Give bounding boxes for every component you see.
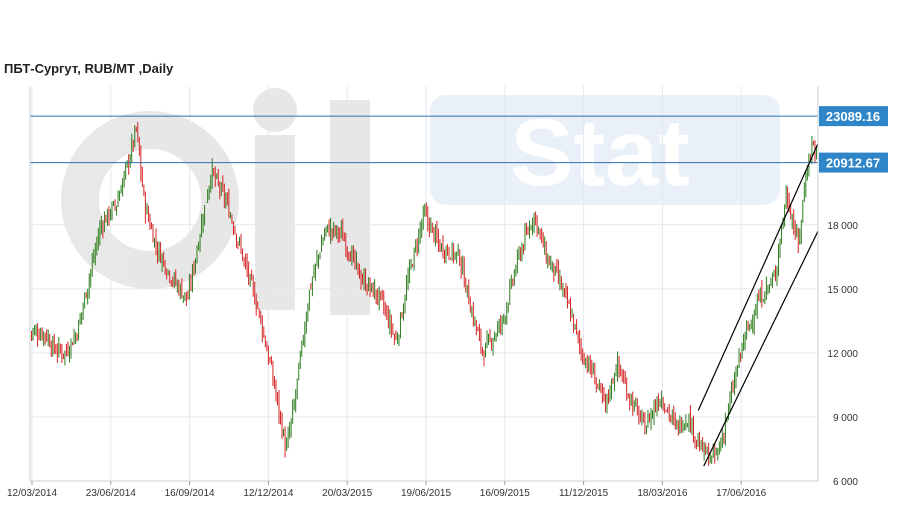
level-label-bg (819, 152, 888, 173)
level-label-bg (819, 106, 888, 127)
y-tick-label: 18 000 (827, 221, 858, 232)
horizontal-levels: 23089.16 20912.67 (30, 106, 888, 173)
x-tick-label: 16/09/2014 (165, 488, 215, 499)
trend-channel (697, 143, 819, 467)
x-tick-label: 18/03/2016 (637, 488, 687, 499)
trend-line (697, 143, 819, 411)
x-tick-label: 11/12/2015 (559, 488, 609, 499)
x-tick-label: 23/06/2014 (86, 488, 136, 499)
price-candles (29, 121, 819, 466)
y-tick-label: 12 000 (827, 349, 858, 360)
x-tick-label: 16/09/2015 (480, 488, 530, 499)
y-tick-label: 15 000 (827, 285, 858, 296)
watermark-logo: Stat (61, 88, 780, 315)
y-tick-label: 9 000 (833, 413, 858, 424)
axes: 6 000 9 000 12 000 15 000 18 000 12/03/2014 23… (7, 86, 858, 499)
y-tick-label: 6 000 (833, 477, 858, 488)
x-tick-label: 20/03/2015 (322, 488, 372, 499)
chart-title: ПБТ-Сургут, RUB/MT ,Daily (4, 61, 174, 76)
svg-text:Stat: Stat (510, 100, 689, 206)
x-tick-label: 12/12/2014 (243, 488, 293, 499)
x-tick-label: 12/03/2014 (7, 488, 57, 499)
trend-line (703, 230, 819, 467)
x-tick-label: 19/06/2015 (401, 488, 451, 499)
level-label: 20912.67 (826, 156, 880, 171)
level-label: 23089.16 (826, 109, 880, 124)
x-tick-label: 17/06/2016 (716, 488, 766, 499)
